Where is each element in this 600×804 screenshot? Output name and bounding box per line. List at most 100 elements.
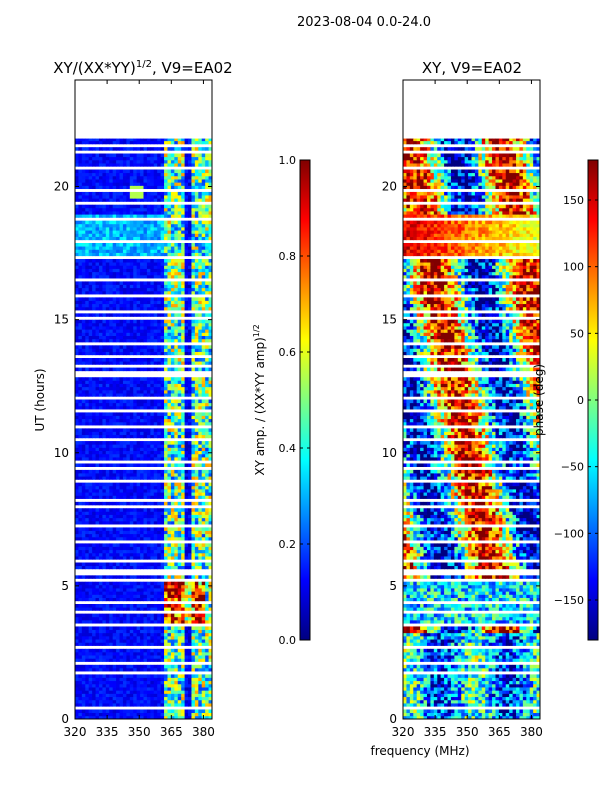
heatmap-cell [112,367,117,372]
heatmap-cell [170,287,175,292]
heatmap-cell [198,326,203,330]
heatmap-cell [88,677,93,682]
heatmap-cell [116,415,121,420]
heatmap-cell [188,562,192,567]
heatmap-cell [116,444,121,448]
heatmap-cell [157,696,162,701]
heatmap-cell [143,581,148,586]
heatmap-cell [191,453,196,458]
heatmap-cell [112,549,117,554]
heatmap-cell [194,712,199,717]
heatmap-cell [164,434,168,439]
heatmap-cell [208,284,212,289]
heatmap-cell [92,258,97,263]
heatmap-cell [85,552,90,557]
heatmap-cell [205,223,210,228]
heatmap-cell [122,284,127,289]
heatmap-cell [129,677,134,682]
heatmap-cell [160,249,165,253]
heatmap-cell [105,313,110,317]
heatmap-cell [116,393,121,397]
heatmap-cell [174,242,179,247]
heatmap-cell [112,626,117,630]
heatmap-cell [184,712,189,717]
heatmap-cell [78,667,83,672]
heatmap-cell [136,658,141,662]
heatmap-cell [150,597,155,602]
heatmap-cell [170,597,175,602]
heatmap-cell [177,332,182,336]
heatmap-cell [208,508,212,512]
heatmap-cell [140,345,144,349]
heatmap-cell [85,597,90,602]
heatmap-cell [143,562,148,567]
heatmap-cell [153,517,158,522]
heatmap-cell [184,709,189,714]
heatmap-cell [188,629,192,634]
heatmap-cell [136,655,141,659]
heatmap-cell [75,268,79,273]
heatmap-cell [133,306,138,311]
heatmap-cell [191,651,196,656]
heatmap-cell [75,214,79,218]
heatmap-cell [177,690,182,694]
heatmap-cell [112,674,117,678]
heatmap-cell [194,405,199,410]
heatmap-cell [160,361,165,365]
heatmap-cell [146,533,151,538]
heatmap-cell [164,543,168,547]
heatmap-cell [194,639,199,643]
heatmap-cell [81,485,86,490]
heatmap-cell [126,338,131,343]
heatmap-cell [150,421,155,426]
heatmap-cell [136,715,141,719]
heatmap-cell [119,415,124,420]
heatmap-cell [143,597,148,602]
heatmap-cell [129,546,134,551]
heatmap-cell [109,434,114,439]
heatmap-cell [136,434,141,439]
heatmap-cell [177,338,182,343]
heatmap-gap-row [75,479,212,483]
heatmap-cell [98,329,103,333]
heatmap-cell [126,332,131,336]
heatmap-cell [133,488,138,493]
heatmap-cell [191,329,196,333]
heatmap-cell [146,335,151,340]
heatmap-cell [153,629,158,634]
heatmap-cell [129,514,134,519]
heatmap-cell [146,415,151,420]
heatmap-cell [160,530,165,535]
heatmap-cell [174,639,179,643]
heatmap-cell [122,642,127,646]
heatmap-cell [95,549,100,554]
heatmap-cell [157,501,162,506]
heatmap-cell [126,476,131,480]
heatmap-cell [177,527,182,531]
heatmap-cell [167,469,172,474]
heatmap-cell [143,345,148,349]
heatmap-cell [191,258,196,263]
heatmap-cell [122,399,127,404]
heatmap-cell [174,287,179,292]
heatmap-cell [119,450,124,455]
heatmap-cell [160,357,165,362]
heatmap-cell [188,290,192,295]
heatmap-cell [88,274,93,279]
heatmap-cell [198,642,203,646]
heatmap-cell [109,284,114,289]
heatmap-cell [140,332,144,336]
heatmap-cell [129,709,134,714]
heatmap-cell [157,303,162,308]
heatmap-cell [191,699,196,704]
heatmap-cell [143,226,148,231]
heatmap-cell [205,242,210,247]
heatmap-cell [126,642,131,646]
heatmap-cell [109,329,114,333]
heatmap-cell [170,271,175,276]
heatmap-cell [112,667,117,672]
heatmap-cell [95,629,100,634]
heatmap-cell [181,361,186,365]
heatmap-cell [119,626,124,630]
heatmap-cell [143,453,148,458]
